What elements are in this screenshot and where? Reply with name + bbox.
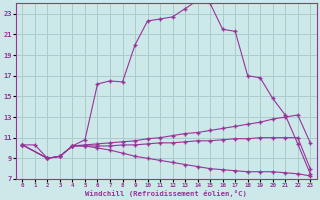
X-axis label: Windchill (Refroidissement éolien,°C): Windchill (Refroidissement éolien,°C): [85, 190, 247, 197]
